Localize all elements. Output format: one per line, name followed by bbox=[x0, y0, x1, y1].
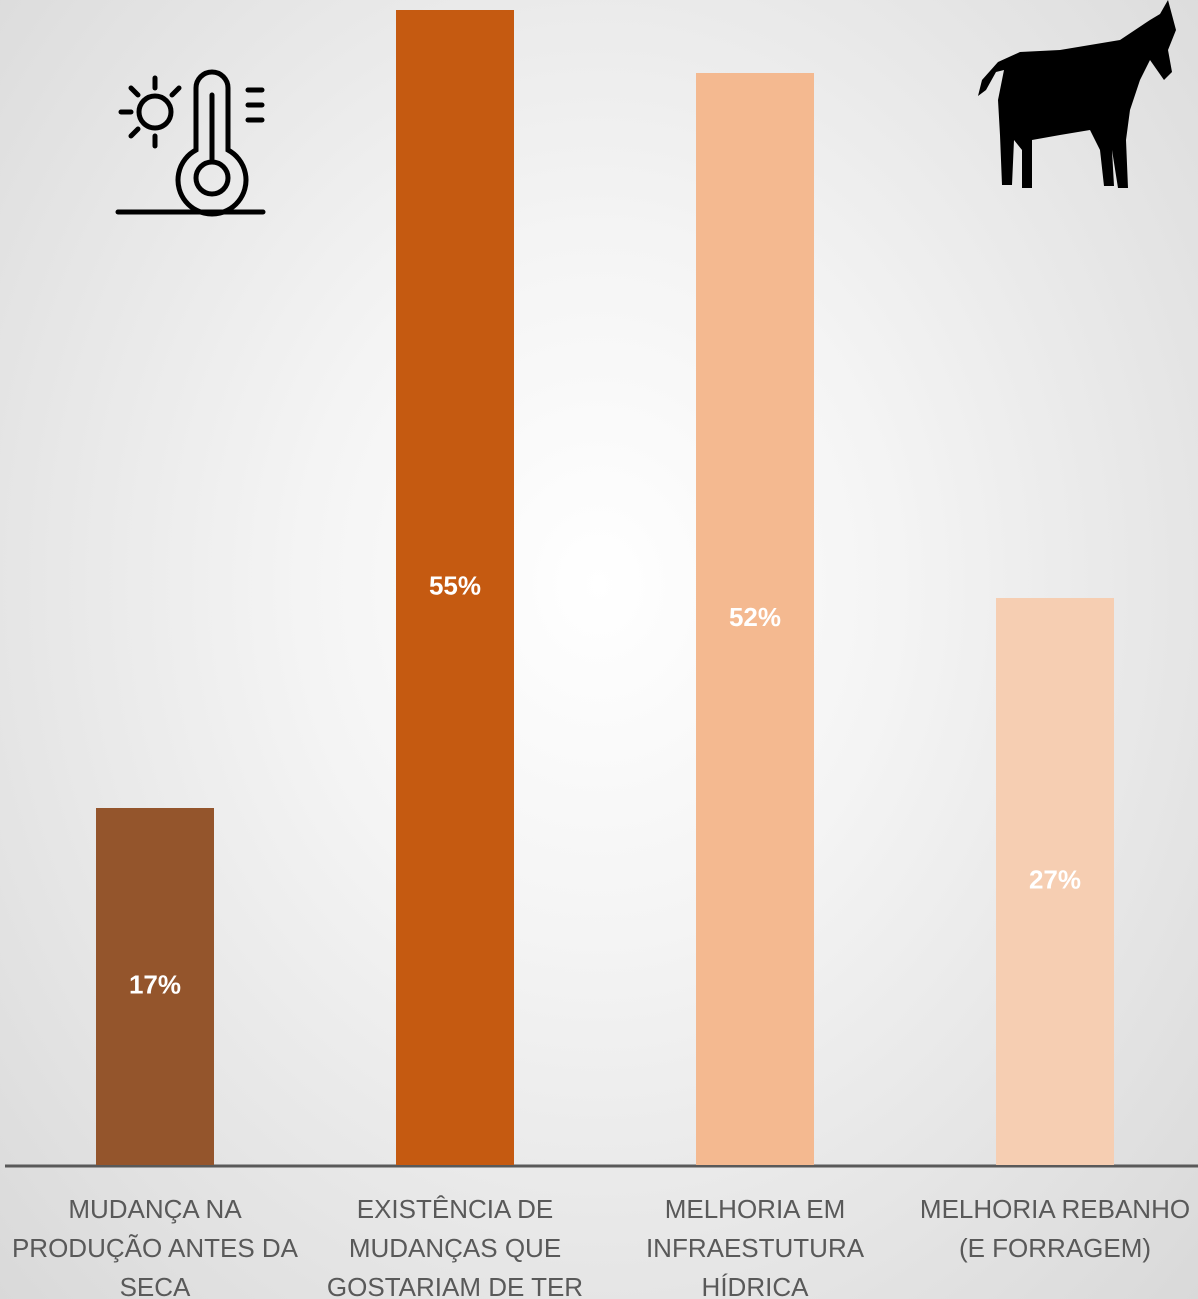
x-tick-label: MELHORIA REBANHO (E FORRAGEM) bbox=[919, 1194, 1191, 1263]
thermometer-icon bbox=[115, 69, 266, 217]
bar bbox=[996, 598, 1114, 1165]
bar bbox=[396, 10, 514, 1165]
x-tick-label: MUDANÇA NA PRODUÇÃO ANTES DA SECA bbox=[11, 1194, 299, 1299]
goat-icon bbox=[978, 0, 1176, 188]
value-label: 55% bbox=[429, 570, 481, 600]
bar bbox=[696, 73, 814, 1165]
value-label: 52% bbox=[729, 602, 781, 632]
value-label: 27% bbox=[1029, 864, 1081, 894]
x-tick-label: MELHORIA EM INFRAESTUTURA HÍDRICA bbox=[645, 1194, 865, 1299]
x-tick-label: EXISTÊNCIA DE MUDANÇAS QUE GOSTARIAM DE … bbox=[326, 1194, 584, 1299]
value-label: 17% bbox=[129, 969, 181, 999]
bar bbox=[96, 808, 214, 1165]
